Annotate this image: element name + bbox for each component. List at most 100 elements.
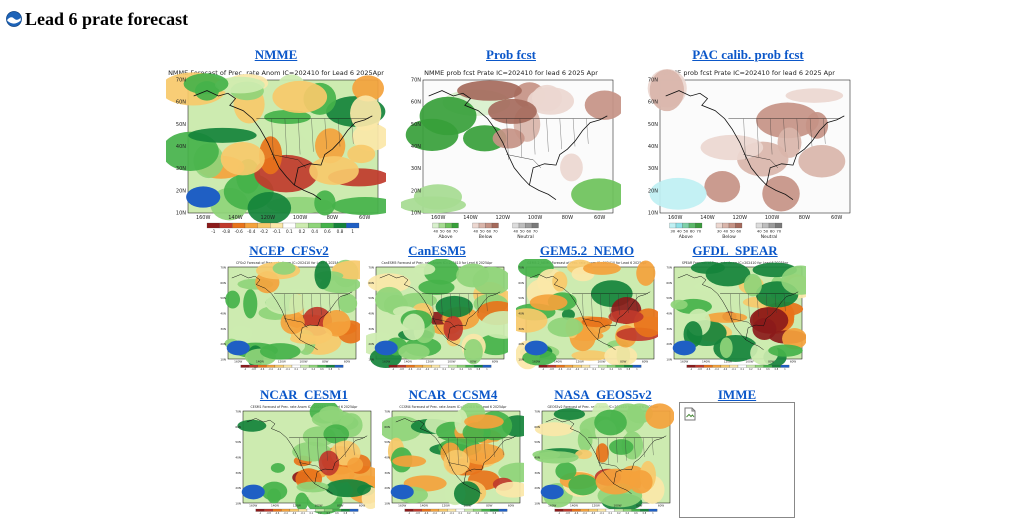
- coastline: [766, 115, 845, 186]
- link-prob-fcst[interactable]: Prob fcst: [486, 47, 536, 62]
- link-ncar-ccsm4[interactable]: NCAR_CCSM4: [408, 387, 498, 402]
- state-border: [271, 118, 274, 160]
- lat-tick-label: 10N: [518, 358, 524, 362]
- map-title: CESM1 Forecast of Prec. rate Anom IC=202…: [251, 405, 359, 409]
- link-nasa-geos5v2[interactable]: NASA_GEOS5v2: [554, 387, 652, 402]
- legend-tick-label: 40: [757, 229, 762, 234]
- state-border: [284, 293, 286, 323]
- legend-tick-label: 0.8: [344, 512, 348, 515]
- shading-blob: [743, 273, 762, 297]
- state-border: [774, 293, 777, 314]
- lon-tick-label: 100W: [765, 215, 780, 221]
- legend-swatch: [295, 222, 309, 229]
- legend-tick-label: 0.1: [609, 512, 613, 515]
- gfdl-spear-map[interactable]: SPEAR Forecast of Prec. rate Anom IC=202…: [664, 259, 806, 371]
- legend-tick-label: -0.8: [222, 229, 231, 234]
- border-line: [432, 318, 456, 328]
- pac-calib-prob-fcst-map[interactable]: NMME prob fcst Prate IC=202410 for lead …: [638, 63, 858, 243]
- shading-blob: [229, 325, 253, 342]
- legend-tick-label: -0.8: [266, 512, 271, 515]
- state-border: [302, 293, 304, 319]
- legend-tick-label: 0.8: [329, 368, 333, 371]
- lon-tick-label: 60W: [508, 504, 515, 508]
- link-ncar-cesm1[interactable]: NCAR_CESM1: [259, 387, 349, 402]
- legend-tick-label: -0.4: [567, 368, 572, 371]
- link-pac-calib-prob-fcst[interactable]: PAC calib. prob fcst: [692, 47, 804, 62]
- legend-swatch: [349, 508, 359, 512]
- state-border: [351, 118, 354, 144]
- legend-tick-label: -0.1: [732, 368, 737, 371]
- map-legend: -1 -0.8 -0.6 -0.4 -0.2 -0.1 0.1 0.2 0.4 0.6 0.8 1: [206, 222, 360, 234]
- ncar-cesm1-map[interactable]: CESM1 Forecast of Prec. rate Anom IC=202…: [233, 403, 375, 515]
- lat-tick-label: 10N: [368, 358, 374, 362]
- nmme-anomaly-map[interactable]: NMME Forecast of Prec. rate Anom IC=2024…: [166, 63, 386, 243]
- ncar-ccsm4-map[interactable]: CCSM4 Forecast of Prec. rate Anom IC=202…: [382, 403, 524, 515]
- canesm5-map[interactable]: CanESM5 Forecast of Prec. rate Anom IC=2…: [366, 259, 508, 371]
- lat-tick-label: 60N: [220, 281, 226, 285]
- lat-tick-label: 40N: [648, 144, 658, 150]
- panel-pac-calib-prob-fcst: PAC calib. prob fcst NMME prob fcst Prat…: [636, 47, 860, 243]
- shading-blob: [762, 175, 800, 212]
- legend-tick-label: -0.2: [260, 229, 269, 234]
- link-ncep-cfsv2[interactable]: NCEP_CFSv2: [249, 243, 329, 258]
- legend-tick-label: 30: [670, 229, 675, 234]
- lat-tick-label: 50N: [176, 122, 186, 128]
- lat-tick-label: 40N: [384, 456, 390, 460]
- link-canesm5[interactable]: CanESM5: [408, 243, 466, 258]
- lat-tick-label: 70N: [411, 78, 421, 84]
- shading-blob: [241, 484, 265, 500]
- panel-nasa-geos5v2: NASA_GEOS5v2 GEOS5v2 Forecast of Prec. r…: [532, 387, 674, 515]
- shading-blob: [683, 321, 703, 348]
- lon-tick-label: 80W: [799, 215, 810, 221]
- link-gfdl-spear[interactable]: GFDL_SPEAR: [692, 243, 778, 258]
- ncep-cfsv2-map[interactable]: CFSv2 Forecast of Prec. rate Anom IC=202…: [218, 259, 360, 371]
- legend-tick-label: 60: [526, 229, 531, 234]
- border-line: [730, 318, 754, 328]
- state-border: [466, 437, 468, 463]
- lon-tick-label: 60W: [359, 215, 370, 221]
- nasa-geos5v2-map[interactable]: GEOS5v2 Forecast of Prec. rate Anom IC=2…: [532, 403, 674, 515]
- lon-tick-label: 120W: [733, 215, 748, 221]
- map-shading: [516, 259, 658, 370]
- imme-broken-image[interactable]: [679, 402, 795, 518]
- lon-tick-label: 80W: [327, 215, 338, 221]
- lat-tick-label: 20N: [368, 342, 374, 346]
- coastline: [665, 90, 794, 201]
- shading-blob: [705, 261, 751, 287]
- state-border: [730, 293, 732, 323]
- state-border: [320, 293, 322, 315]
- lat-tick-label: 30N: [411, 166, 421, 172]
- shading-blob: [552, 271, 568, 292]
- legend-swatch: [735, 222, 743, 229]
- legend-tick-label: 40: [513, 229, 518, 234]
- legend-tick-label: 0.8: [775, 368, 779, 371]
- border-line: [284, 318, 308, 328]
- legend-tick-label: 0.6: [468, 368, 472, 371]
- shading-blob: [265, 291, 307, 315]
- shading-blob: [413, 263, 436, 275]
- shading-blob: [331, 197, 386, 216]
- lat-tick-label: 50N: [220, 296, 226, 300]
- state-border: [485, 293, 488, 312]
- state-border: [459, 293, 461, 317]
- state-border: [766, 293, 768, 315]
- state-border: [337, 118, 341, 147]
- lat-tick-label: 30N: [176, 166, 186, 172]
- shading-blob: [419, 96, 477, 136]
- shading-blob: [719, 337, 733, 359]
- link-gem52-nemo[interactable]: GEM5.2_NEMO: [539, 243, 635, 258]
- link-imme[interactable]: IMME: [717, 387, 757, 402]
- lon-tick-label: 100W: [463, 504, 471, 508]
- legend-tick-label: 0.1: [443, 368, 447, 371]
- state-border: [308, 437, 310, 465]
- shading-blob: [595, 468, 636, 495]
- lon-tick-label: 60W: [359, 504, 366, 508]
- legend-tick-label: 0.1: [593, 368, 597, 371]
- prob-fcst-map[interactable]: NMME prob fcst Prate IC=202410 for lead …: [401, 63, 621, 243]
- legend-tick-label: 1: [486, 368, 488, 371]
- legend-tick-label: 1: [636, 368, 638, 371]
- link-nmme[interactable]: NMME: [254, 47, 298, 62]
- gem52-nemo-map[interactable]: GEM5.2_NEMO Forecast of Prec. rate Anom …: [516, 259, 658, 371]
- shading-blob: [267, 488, 281, 504]
- shading-blob: [237, 419, 267, 432]
